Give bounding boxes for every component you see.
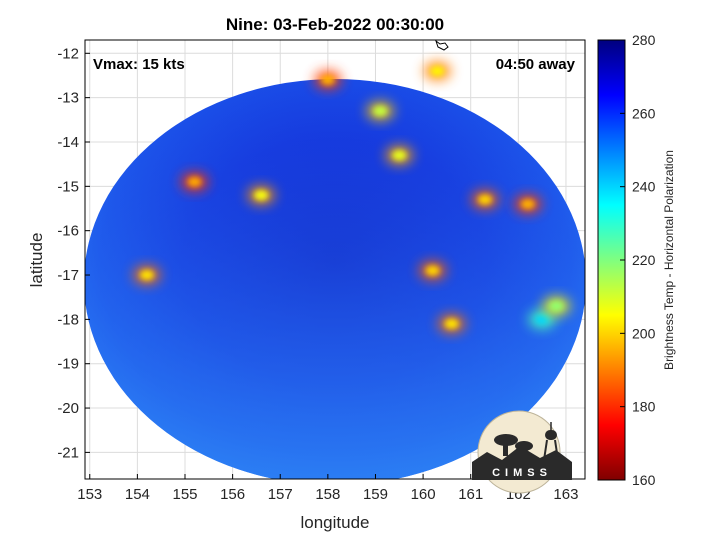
convective-feature (187, 176, 202, 187)
vmax-label: Vmax: 15 kts (93, 56, 185, 73)
y-tick-label: -14 (57, 134, 79, 151)
y-tick-label: -19 (57, 356, 79, 373)
x-tick-label: 161 (458, 486, 483, 503)
y-tick-label: -13 (57, 90, 79, 107)
colorbar-tick-label: 180 (632, 399, 656, 415)
y-tick-label: -20 (57, 400, 79, 417)
x-tick-label: 157 (268, 486, 293, 503)
convective-feature (392, 150, 407, 161)
colorbar-tick-label: 220 (632, 252, 656, 268)
y-tick-label: -12 (57, 45, 79, 62)
x-tick-label: 163 (553, 486, 578, 503)
convective-feature (444, 318, 459, 329)
axes-frame (84, 39, 586, 480)
colorbar-tick-label: 240 (632, 179, 656, 195)
y-tick-label: -16 (57, 223, 79, 240)
colorbar-tick-label: 280 (632, 32, 656, 48)
logo-text: CIMSS (492, 467, 552, 479)
convective-feature (430, 66, 445, 77)
y-tick-label: -15 (57, 178, 79, 195)
convective-feature (425, 265, 440, 276)
convective-feature (535, 314, 550, 325)
cimss-logo-icon: CIMSS (472, 410, 572, 494)
x-tick-label: 156 (220, 486, 245, 503)
time-away-label: 04:50 away (496, 56, 576, 73)
convective-feature (520, 199, 535, 210)
colorbar-tick-label: 160 (632, 472, 656, 488)
convective-feature (549, 301, 564, 312)
colorbar-tick-label: 200 (632, 325, 656, 341)
convective-feature (139, 270, 154, 281)
x-axis: 153 154 155 156 157 158 159 160 161 162 163 (77, 474, 578, 503)
x-tick-label: 158 (315, 486, 340, 503)
y-tick-label: -21 (57, 444, 79, 461)
feature-layer (132, 61, 571, 334)
convective-feature (373, 105, 388, 116)
colorbar-tick-label: 260 (632, 105, 656, 121)
convective-feature (320, 74, 335, 85)
figure-title: Nine: 03-Feb-2022 00:30:00 (226, 15, 444, 34)
swath-southern-gradient (85, 79, 585, 479)
coastline (435, 39, 449, 51)
x-tick-label: 154 (125, 486, 150, 503)
y-tick-label: -18 (57, 311, 79, 328)
colorbar-label: Brightness Temp - Horizontal Polarizatio… (662, 150, 676, 370)
y-tick-label: -17 (57, 267, 79, 284)
x-tick-label: 153 (77, 486, 102, 503)
convective-feature (254, 190, 269, 201)
colorbar-ticks: 280 260 240 220 200 180 160 (620, 32, 656, 488)
x-tick-label: 155 (172, 486, 197, 503)
x-tick-label: 160 (411, 486, 436, 503)
y-axis-label: latitude (27, 233, 46, 288)
convective-feature (478, 194, 492, 205)
x-tick-label: 159 (363, 486, 388, 503)
x-axis-label: longitude (300, 513, 369, 532)
y-axis: -12 -13 -14 -15 -16 -17 -18 -19 -20 -21 (57, 45, 90, 461)
